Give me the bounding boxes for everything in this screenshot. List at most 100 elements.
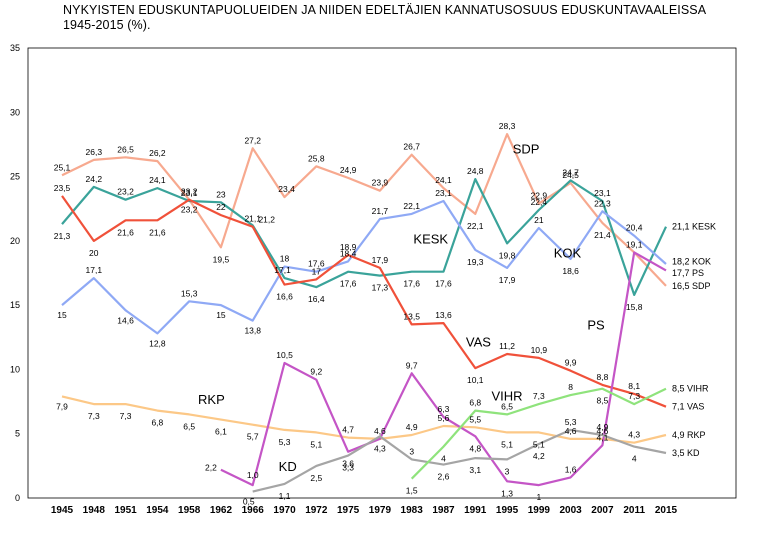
data-label-kd: 2,6 (438, 472, 450, 482)
chart-title: NYKYISTEN EDUSKUNTAPUOLUEIDEN JA NIIDEN … (63, 3, 706, 33)
data-label-kok: 15 (216, 310, 226, 320)
data-label-rkp: 5,7 (247, 432, 259, 442)
data-label-sdp: 23,2 (181, 205, 198, 215)
data-label-vihr: 8 (568, 382, 573, 392)
end-label-sdp: 16,5 SDP (672, 281, 711, 291)
data-label-kok: 21 (534, 215, 544, 225)
x-tick-label: 1970 (273, 505, 296, 516)
data-label-vas: 21,6 (117, 227, 134, 237)
data-label-ps: 1 (536, 492, 541, 502)
end-label-vihr: 8,5 VIHR (672, 384, 709, 394)
data-label-kesk: 16,4 (308, 294, 325, 304)
end-label-kesk: 21,1 KESK (672, 222, 716, 232)
end-label-rkp: 4,9 RKP (672, 430, 706, 440)
data-label-vas: 9,9 (565, 358, 577, 368)
data-label-sdp: 23,4 (278, 184, 295, 194)
data-label-kesk: 17,1 (274, 265, 291, 275)
data-label-kok: 15,3 (181, 288, 198, 298)
data-label-kesk: 24,1 (149, 175, 166, 185)
series-name-kok: KOK (554, 246, 582, 261)
data-label-vas: 13,6 (435, 310, 452, 320)
data-label-sdp: 26,3 (86, 147, 103, 157)
data-label-sdp: 26,5 (117, 144, 134, 154)
data-label-kesk: 24,2 (86, 174, 103, 184)
end-label-vas: 7,1 VAS (672, 402, 704, 412)
data-label-vas: 21,1 (244, 214, 261, 224)
x-tick-label: 1945 (51, 505, 74, 516)
data-label-sdp: 24,9 (340, 165, 357, 175)
series-line-ps (220, 251, 667, 487)
data-label-ps: 1,3 (501, 488, 513, 498)
data-label-rkp: 7,3 (120, 411, 132, 421)
x-axis: 1945 1948 1951 1954 1958 1962 1966 1970 1972 1975… (51, 505, 678, 516)
data-label-ps: 2,2 (205, 463, 217, 473)
data-label-kok: 13,8 (244, 326, 261, 336)
data-label-ps: 4,8 (469, 443, 481, 453)
x-tick-label: 2011 (623, 505, 645, 516)
data-label-vas: 16,6 (276, 292, 293, 302)
x-tick-label: 1954 (146, 505, 169, 516)
data-label-kesk: 24,8 (467, 166, 484, 176)
data-label-ps: 1,6 (565, 464, 577, 474)
data-label-vas: 13,5 (403, 311, 420, 321)
data-label-kd: 3 (505, 466, 510, 476)
y-tick-label: 30 (10, 107, 20, 117)
data-label-vas: 10,9 (531, 345, 548, 355)
data-label-kd: 0,5 (243, 497, 255, 507)
end-label-ps: 17,7 PS (672, 268, 704, 278)
x-tick-label: 1972 (305, 505, 328, 516)
data-label-sdp: 21,4 (594, 230, 611, 240)
data-label-kok: 19,3 (467, 257, 484, 267)
data-label-vihr: 7,3 (628, 391, 640, 401)
data-label-rkp: 4,6 (565, 426, 577, 436)
data-label-vihr: 4 (441, 454, 446, 464)
data-label-rkp: 4,7 (342, 425, 354, 435)
data-label-kesk: 17,6 (403, 279, 420, 289)
data-label-vas: 17,9 (372, 255, 389, 265)
x-tick-label: 1951 (114, 505, 137, 516)
chart-title-line1: NYKYISTEN EDUSKUNTAPUOLUEIDEN JA NIIDEN … (63, 3, 707, 17)
data-label-ps: 9,7 (406, 360, 418, 370)
data-label-kok: 14,6 (117, 315, 134, 325)
data-label-sdp: 24,1 (435, 175, 452, 185)
data-label-rkp: 6,8 (151, 418, 163, 428)
series-name-kd: KD (279, 459, 297, 474)
data-label-ps: 6,3 (438, 404, 450, 414)
data-label-sdp: 28,3 (499, 121, 516, 131)
data-label-rkp: 5,1 (533, 439, 545, 449)
series-name-labels: SDP KESK KOK VAS RKP PS KD VIHR (198, 141, 605, 474)
data-label-sdp: 27,2 (244, 135, 261, 145)
y-tick-label: 25 (10, 172, 20, 182)
series-line-rkp (61, 395, 667, 444)
data-label-rkp: 7,3 (88, 411, 100, 421)
data-label-rkp: 5,6 (438, 413, 450, 423)
data-label-sdp: 26,7 (403, 142, 420, 152)
data-label-kok: 21,7 (372, 206, 389, 216)
data-label-sdp: 19,5 (213, 254, 230, 264)
data-label-rkp: 4,6 (374, 426, 386, 436)
x-tick-label: 1999 (528, 505, 551, 516)
data-label-kesk: 19,8 (499, 250, 516, 260)
y-tick-label: 10 (10, 364, 20, 374)
x-tick-label: 2015 (655, 505, 678, 516)
data-label-vas: 8,1 (628, 381, 640, 391)
data-label-sdp: 26,2 (149, 148, 166, 158)
data-label-kok: 12,8 (149, 338, 166, 348)
series-name-ps: PS (587, 318, 605, 333)
x-tick-label: 1966 (242, 505, 265, 516)
data-label-kd: 1,1 (279, 491, 291, 501)
series-line-kesk (61, 178, 667, 296)
series-name-rkp: RKP (198, 392, 225, 407)
data-label-rkp: 5,5 (469, 414, 481, 424)
end-labels: 16,5 SDP 21,1 KESK 18,2 KOK 7,1 VAS 4,9 RKP 1… (672, 222, 716, 458)
data-label-sdp: 22,1 (467, 221, 484, 231)
x-tick-label: 1995 (496, 505, 519, 516)
data-label-rkp: 4,9 (406, 422, 418, 432)
x-tick-label: 2007 (591, 505, 614, 516)
data-label-kok: 22,3 (594, 198, 611, 208)
data-label-sdp: 19,1 (626, 239, 643, 249)
data-label-kok: 18,4 (340, 248, 357, 258)
data-label-sdp: 23,9 (372, 178, 389, 188)
chart-title-line2: 1945-2015 (%). (63, 18, 151, 32)
data-label-rkp: 5,1 (310, 439, 322, 449)
